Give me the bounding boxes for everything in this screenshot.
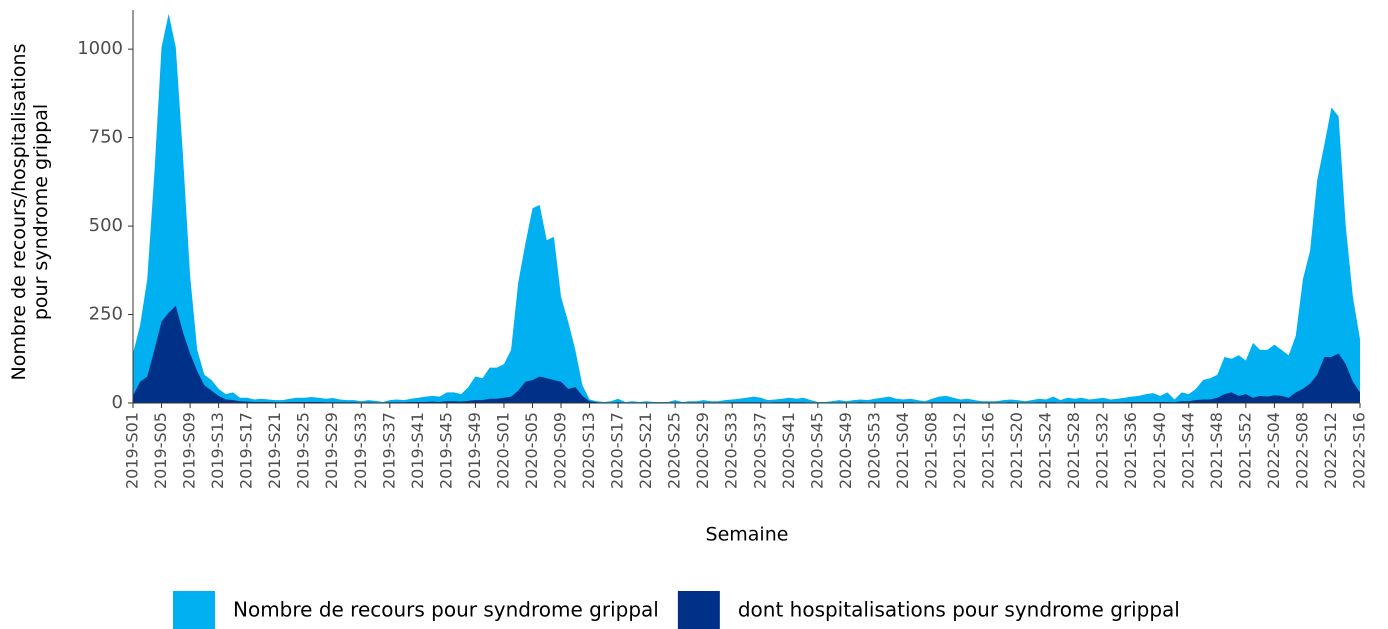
x-tick-label: 2022-S08 <box>1292 412 1311 489</box>
y-tick-label: 750 <box>89 127 123 148</box>
x-tick-label: 2021-S12 <box>950 412 969 489</box>
x-tick-label: 2020-S13 <box>579 412 598 489</box>
x-axis-title: Semaine <box>706 524 789 546</box>
legend-label: Nombre de recours pour syndrome grippal <box>233 598 659 622</box>
x-tick-label: 2020-S33 <box>722 412 741 489</box>
x-tick-label: 2020-S01 <box>493 412 512 489</box>
legend-swatch <box>677 591 720 629</box>
x-tick-label: 2020-S09 <box>551 412 570 489</box>
plot-area <box>133 13 1360 404</box>
x-tick-label: 2019-S29 <box>322 412 341 489</box>
x-tick-label: 2019-S33 <box>351 412 370 489</box>
y-tick-label: 500 <box>89 215 123 236</box>
x-tick-label: 2019-S45 <box>436 412 455 489</box>
y-axis-title-line: Nombre de recours/hospitalisations <box>8 43 30 380</box>
x-tick-label: 2020-S29 <box>693 412 712 489</box>
y-tick-label: 1000 <box>77 38 123 59</box>
x-tick-label: 2020-S25 <box>665 412 684 489</box>
x-tick-label: 2021-S36 <box>1121 412 1140 489</box>
area <box>133 13 1360 404</box>
y-axis-title-line: pour syndrome grippal <box>30 104 52 320</box>
x-tick-label: 2021-S28 <box>1064 412 1083 489</box>
x-tick-label: 2019-S01 <box>123 412 142 489</box>
legend: Nombre de recours pour syndrome grippal d… <box>173 591 1180 629</box>
x-tick-label: 2021-S44 <box>1178 412 1197 489</box>
x-tick-label: 2019-S05 <box>151 412 170 489</box>
x-tick-label: 2019-S41 <box>408 412 427 489</box>
x-tick-label: 2020-S37 <box>750 412 769 489</box>
y-axis-title: Nombre de recours/hospitalisationspour s… <box>8 43 52 380</box>
x-tick-label: 2021-S48 <box>1207 412 1226 489</box>
x-tick-label: 2019-S21 <box>265 412 284 489</box>
x-tick-label: 2019-S13 <box>208 412 227 489</box>
x-tick-label: 2020-S45 <box>807 412 826 489</box>
x-tick-label: 2021-S04 <box>893 412 912 489</box>
y-tick-label: 250 <box>89 304 123 325</box>
x-tick-label: 2021-S52 <box>1235 412 1254 489</box>
legend-swatch <box>173 591 215 629</box>
x-tick-label: 2020-S53 <box>864 412 883 489</box>
x-tick-label: 2021-S08 <box>921 412 940 489</box>
x-tick-label: 2021-S24 <box>1036 412 1055 489</box>
x-tick-label: 2020-S41 <box>779 412 798 489</box>
x-tick-label: 2019-S49 <box>465 412 484 489</box>
x-tick-label: 2020-S05 <box>522 412 541 489</box>
x-tick-label: 2021-S40 <box>1150 412 1169 489</box>
x-tick-label: 2021-S16 <box>979 412 998 489</box>
x-tick-label: 2022-S16 <box>1350 412 1369 489</box>
area <box>133 305 1360 403</box>
x-tick-label: 2020-S49 <box>836 412 855 489</box>
x-tick-label: 2020-S21 <box>636 412 655 489</box>
x-tick-label: 2019-S37 <box>379 412 398 489</box>
x-tick-label: 2022-S12 <box>1321 412 1340 489</box>
x-tick-label: 2019-S25 <box>294 412 313 489</box>
legend-label: dont hospitalisations pour syndrome grip… <box>738 598 1180 622</box>
x-tick-label: 2022-S04 <box>1264 412 1283 489</box>
x-tick-label: 2020-S17 <box>608 412 627 489</box>
x-tick-label: 2019-S17 <box>237 412 256 489</box>
y-tick-label: 0 <box>112 392 123 413</box>
x-tick-label: 2021-S20 <box>1007 412 1026 489</box>
x-tick-label: 2019-S09 <box>180 412 199 489</box>
x-tick-label: 2021-S32 <box>1093 412 1112 489</box>
